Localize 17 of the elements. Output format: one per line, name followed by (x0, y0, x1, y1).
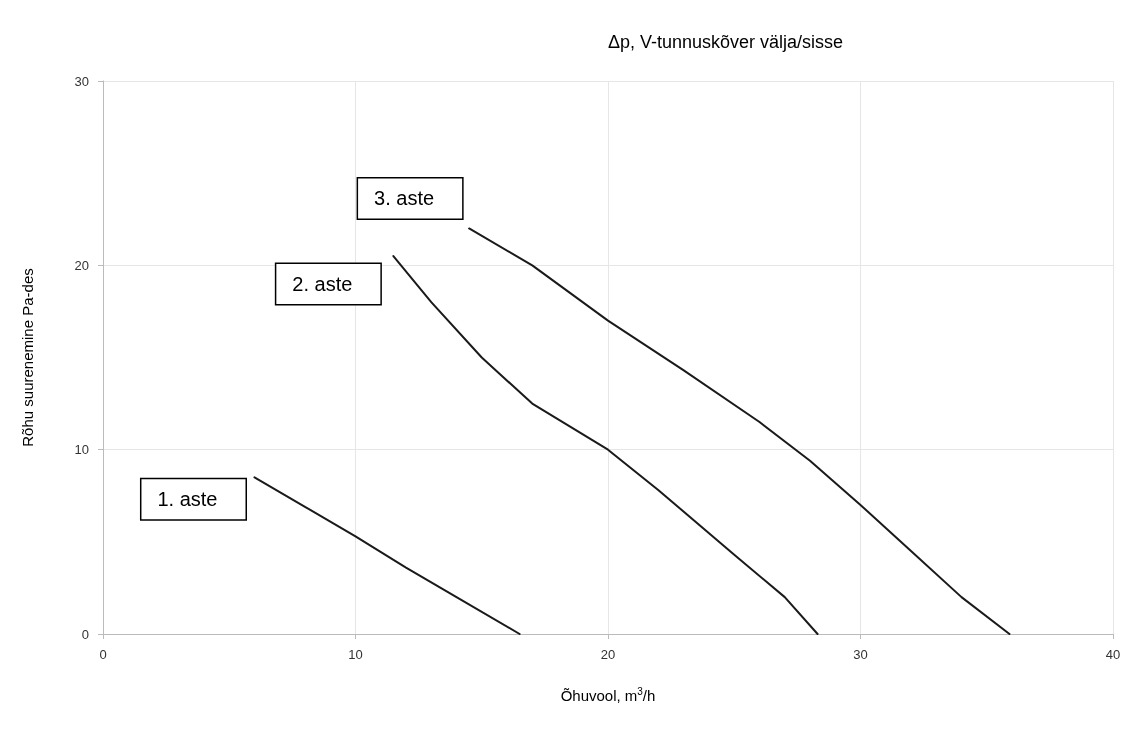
y-tick-label: 10 (74, 442, 89, 458)
x-tick-label: 40 (1105, 647, 1121, 662)
line-series (392, 255, 819, 635)
x-tick-label: 30 (853, 647, 868, 662)
x-tick-label: 20 (600, 647, 616, 662)
x-tick-label: 0 (99, 647, 107, 662)
y-tick-label: 30 (74, 73, 89, 89)
line-series (253, 476, 521, 635)
series-label: 1. aste (157, 488, 218, 511)
text: 2. aste (292, 273, 353, 296)
series-label: 3. aste (374, 187, 435, 210)
y-axis-title: Rõhu suurenemine Pa-des (19, 268, 36, 447)
chart-title: Δp, V-tunnuskõver välja/sisse (608, 32, 844, 52)
y-tick-label: 20 (74, 257, 89, 273)
x-tick-label: 10 (348, 647, 363, 662)
y-tick-label: 0 (81, 626, 89, 642)
line-series (468, 227, 1011, 635)
